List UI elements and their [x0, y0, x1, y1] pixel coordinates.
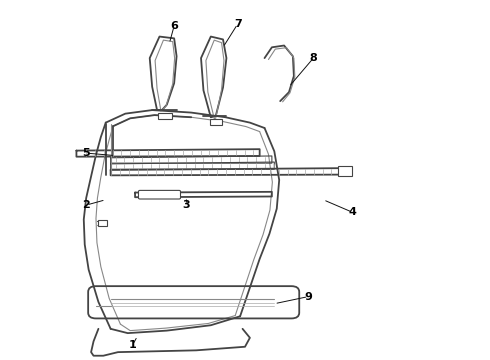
Text: 6: 6 [170, 21, 178, 31]
FancyBboxPatch shape [158, 113, 172, 119]
Text: 3: 3 [183, 200, 190, 210]
FancyBboxPatch shape [338, 166, 352, 176]
FancyBboxPatch shape [210, 119, 221, 125]
Text: 5: 5 [82, 148, 90, 158]
Text: 1: 1 [129, 340, 137, 350]
Text: 2: 2 [82, 200, 90, 210]
Text: 7: 7 [234, 19, 242, 29]
Text: 9: 9 [305, 292, 313, 302]
Text: 4: 4 [348, 207, 356, 217]
FancyBboxPatch shape [139, 190, 180, 199]
Text: 8: 8 [310, 53, 318, 63]
FancyBboxPatch shape [98, 220, 107, 226]
